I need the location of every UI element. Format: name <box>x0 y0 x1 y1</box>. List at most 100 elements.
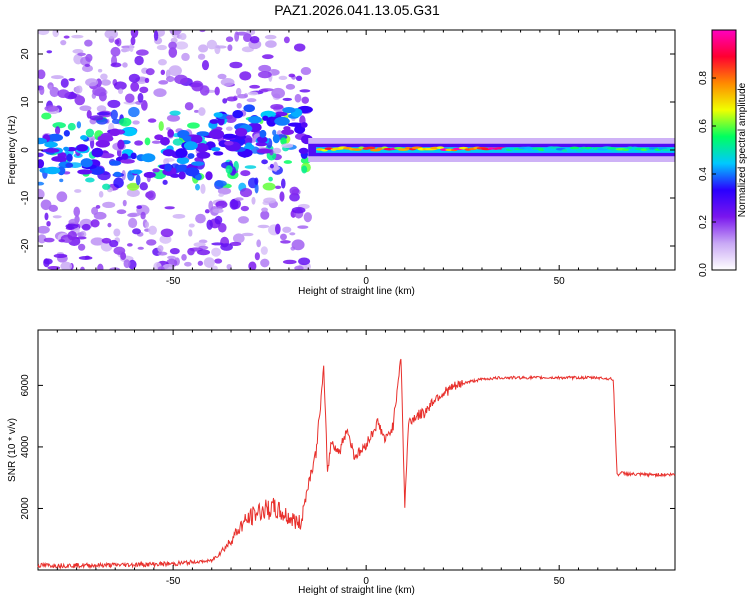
heatmap-cell <box>285 83 296 90</box>
heatmap-cell <box>77 169 93 175</box>
heatmap-cell <box>213 151 224 156</box>
heatmap-cell <box>74 189 82 193</box>
heatmap-cell <box>81 64 94 73</box>
heatmap-cell <box>158 80 169 85</box>
heatmap-cell <box>261 207 269 212</box>
colorbar-ticks: 0.0 0.2 0.4 0.6 0.8 <box>698 71 716 277</box>
heatmap-cell <box>96 111 111 116</box>
heatmap-cell <box>241 232 254 237</box>
heatmap-cell <box>57 166 66 176</box>
heatmap-cell <box>68 78 76 82</box>
heatmap-cell <box>126 243 133 247</box>
heatmap-cell <box>243 33 252 43</box>
heatmap-cell <box>225 126 233 131</box>
heatmap-cell <box>272 129 277 136</box>
heatmap-cell <box>251 196 256 205</box>
heatmap-cell <box>44 166 61 175</box>
heatmap-cell <box>109 160 122 166</box>
heatmap-cell <box>217 187 232 195</box>
heatmap-cell <box>80 266 85 270</box>
heatmap-cell <box>220 77 235 87</box>
spectrogram-y-tick-label: 20 <box>20 48 31 60</box>
heatmap-cell <box>158 121 164 132</box>
heatmap-cell <box>212 208 224 214</box>
heatmap-cell <box>43 237 55 243</box>
heatmap-cell <box>300 122 308 128</box>
heatmap-cell <box>239 187 253 198</box>
heatmap-cell <box>157 251 168 256</box>
colorbar-gradient <box>712 30 736 270</box>
heatmap-cell <box>60 261 73 270</box>
heatmap-cell <box>77 243 86 251</box>
snr-x-tick-label: 50 <box>554 576 566 587</box>
heatmap-cell <box>118 88 124 95</box>
heatmap-cell <box>160 136 170 146</box>
heatmap-cell <box>220 243 233 251</box>
heatmap-cell <box>95 204 101 209</box>
heatmap-cell <box>41 112 52 120</box>
heatmap-cell <box>351 148 363 151</box>
heatmap-cell <box>85 78 99 87</box>
heatmap-cell <box>44 148 60 153</box>
heatmap-cell <box>84 63 91 67</box>
heatmap-cell <box>199 85 210 96</box>
heatmap-cell <box>97 263 104 270</box>
heatmap-cell <box>89 115 104 121</box>
heatmap-cell <box>47 133 64 142</box>
heatmap-cell <box>164 206 175 210</box>
heatmap-cell <box>67 122 76 131</box>
heatmap-cell <box>169 30 182 36</box>
snr-y-tick-label: 2000 <box>20 497 31 520</box>
heatmap-cell <box>240 205 249 212</box>
heatmap-cell <box>77 52 86 57</box>
heatmap-cell <box>66 153 73 162</box>
heatmap-cell <box>260 258 270 268</box>
heatmap-cell <box>98 191 104 198</box>
spectrogram-y-tick-label: 0 <box>20 147 31 153</box>
heatmap-cell <box>130 36 136 46</box>
heatmap-cell <box>181 253 187 261</box>
heatmap-cell <box>283 36 290 44</box>
heatmap-cell <box>63 130 70 137</box>
heatmap-cell <box>147 118 157 123</box>
heatmap-cell <box>293 43 306 52</box>
heatmap-cell <box>183 141 198 151</box>
heatmap-cell <box>145 68 155 76</box>
heatmap-cell <box>282 226 292 233</box>
heatmap-cell <box>196 249 211 256</box>
snr-y-tick-label: 4000 <box>20 435 31 458</box>
heatmap-cell <box>211 242 224 246</box>
heatmap-cell <box>184 167 200 177</box>
heatmap-cell <box>262 115 269 121</box>
heatmap-cell <box>225 36 234 43</box>
heatmap-cell <box>543 148 551 152</box>
heatmap-cell <box>194 109 199 113</box>
heatmap-cell <box>119 117 132 127</box>
heatmap-cell <box>249 84 261 89</box>
heatmap-cell <box>294 93 302 103</box>
heatmap-cell <box>272 147 282 154</box>
heatmap-cell <box>172 138 184 146</box>
heatmap-cell <box>38 30 50 36</box>
spectrogram-panel: -50 0 50 -20 -10 0 10 20 Height of straight lin… <box>7 29 676 297</box>
heatmap-cell <box>289 186 300 196</box>
heatmap-cell <box>110 62 122 68</box>
heatmap-cell <box>157 245 164 253</box>
heatmap-cell <box>144 77 150 84</box>
heatmap-cell <box>181 52 190 62</box>
snr-y-axis-label: SNR (10 * v/v) <box>7 418 18 482</box>
heatmap-cell <box>184 261 192 267</box>
colorbar-tick-label: 0.6 <box>698 119 709 133</box>
heatmap-cell <box>195 143 209 153</box>
heatmap-cell <box>271 87 286 99</box>
heatmap-cell <box>214 215 223 225</box>
heatmap-cell <box>111 118 121 124</box>
heatmap-cell <box>58 239 65 243</box>
heatmap-cell <box>97 68 103 73</box>
heatmap-cell <box>248 115 262 124</box>
heatmap-cell <box>282 259 297 265</box>
heatmap-cell <box>258 64 272 73</box>
heatmap-cell <box>76 144 89 152</box>
heatmap-cell <box>132 120 140 125</box>
